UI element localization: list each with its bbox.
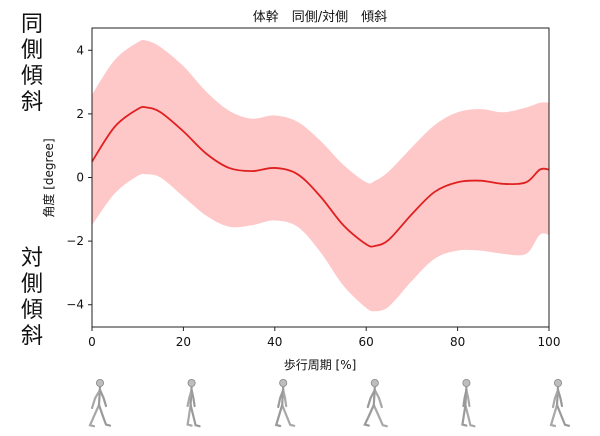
x-tick-label: 60	[359, 335, 374, 349]
skeleton-leg	[186, 403, 193, 427]
skeleton-leg	[372, 403, 388, 428]
side-label-ipsilateral: 同 側 傾 斜	[12, 12, 52, 116]
std-band	[92, 40, 549, 312]
axis-ticks: 0 20 40 60 80 100 −4 −2 0 2 4	[66, 43, 560, 349]
walking-skeleton-icon	[274, 379, 296, 428]
gait-figures	[88, 379, 571, 428]
y-axis-label: 角度 [degree]	[41, 138, 56, 217]
walking-skeleton-icon	[461, 379, 476, 428]
skeleton-leg	[555, 403, 571, 427]
skeleton-leg	[549, 403, 559, 428]
walking-skeleton-icon	[549, 379, 571, 428]
walking-skeleton-icon	[363, 379, 388, 428]
skeleton-head	[554, 379, 562, 387]
x-axis-label: 歩行周期 [%]	[284, 357, 357, 372]
skeleton-leg	[464, 403, 476, 428]
skeleton-leg	[88, 403, 101, 428]
skeleton-arm	[462, 388, 468, 408]
plot-area	[91, 40, 550, 312]
side-label-char: 斜	[20, 90, 43, 115]
side-label-char: 傾	[20, 298, 43, 323]
skeleton-arm	[556, 388, 564, 408]
y-tick-label: 4	[76, 43, 84, 57]
skeleton-leg	[189, 403, 201, 428]
side-label-char: 同	[20, 12, 43, 37]
x-tick-label: 100	[538, 335, 561, 349]
side-label-contralateral: 対 側 傾 斜	[12, 246, 52, 350]
skeleton-arm	[190, 388, 196, 408]
side-label-char: 側	[20, 272, 43, 297]
skeleton-arm	[98, 388, 108, 408]
chart-title: 体幹 同側/対側 傾斜	[253, 9, 387, 25]
skeleton-head	[279, 379, 288, 387]
skeleton-arm	[366, 388, 376, 409]
skeleton-arm	[465, 388, 471, 408]
skeleton-leg	[363, 403, 375, 427]
skeleton-head	[370, 379, 379, 387]
skeleton-head	[187, 379, 196, 387]
side-label-char: 側	[20, 38, 43, 63]
walking-skeleton-icon	[88, 379, 112, 428]
skeleton-leg	[281, 403, 296, 427]
skeleton-arm	[282, 388, 288, 408]
skeleton-head	[96, 379, 104, 387]
skeleton-arm	[373, 388, 383, 409]
y-tick-label: 0	[76, 171, 84, 185]
skeleton-leg	[461, 403, 468, 427]
x-tick-label: 80	[450, 335, 465, 349]
skeleton-arm	[90, 388, 102, 410]
y-tick-label: −2	[66, 234, 84, 248]
side-label-char: 斜	[20, 324, 43, 349]
skeleton-arm	[551, 388, 560, 409]
walking-skeleton-icon	[186, 379, 201, 428]
x-tick-label: 0	[88, 335, 96, 349]
skeleton-arm	[277, 388, 285, 409]
y-tick-label: 2	[76, 107, 84, 121]
skeleton-head	[462, 379, 471, 387]
skeleton-arm	[186, 388, 193, 408]
y-tick-label: −4	[66, 298, 84, 312]
x-tick-label: 40	[267, 335, 282, 349]
skeleton-leg	[274, 403, 284, 428]
mean-line	[91, 106, 550, 248]
side-label-char: 対	[20, 246, 43, 271]
side-label-char: 傾	[20, 64, 43, 89]
x-tick-label: 20	[176, 335, 191, 349]
skeleton-leg	[97, 403, 112, 427]
